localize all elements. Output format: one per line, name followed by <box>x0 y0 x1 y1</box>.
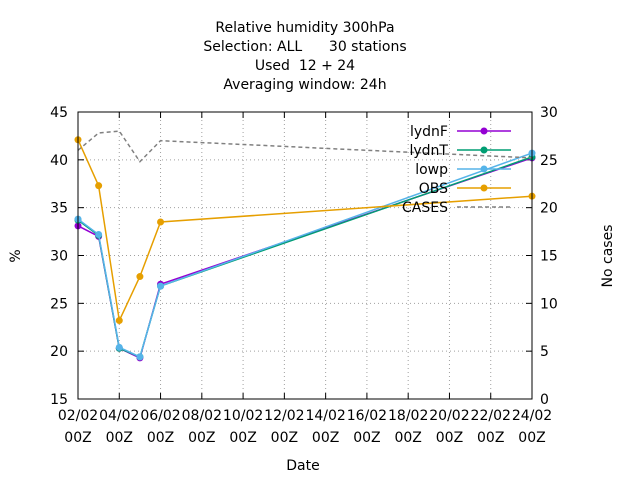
y2-tick-label: 15 <box>540 249 558 265</box>
y-axis: 15 20 25 30 35 40 45 <box>50 105 84 408</box>
series-line-lydnt <box>77 156 533 358</box>
data-point-lowp <box>136 353 144 361</box>
y-tick-label: 25 <box>50 296 68 312</box>
x-tick-label-hour: 00Z <box>229 430 256 446</box>
x-tick-label: 20/02 <box>429 408 469 424</box>
x-tick-label: 06/02 <box>140 408 180 424</box>
y2-tick-label: 0 <box>540 392 549 408</box>
legend-marker <box>480 127 488 135</box>
x-axis: 02/02 00Z 04/02 00Z 06/02 00Z 08/02 00Z 10/02 00Z… <box>58 112 552 446</box>
x-tick-label-hour: 00Z <box>188 430 215 446</box>
x-tick-label: 08/02 <box>182 408 222 424</box>
legend: lydnF lydnT lowp OBS CASES <box>402 124 511 216</box>
y2-axis-label: No cases <box>600 225 616 288</box>
y2-tick-label: 20 <box>540 201 558 217</box>
title-line: Averaging window: 24h <box>223 77 386 93</box>
data-point-obs <box>95 182 103 190</box>
legend-marker <box>480 184 488 192</box>
legend-marker <box>480 165 488 173</box>
x-tick-label: 22/02 <box>471 408 511 424</box>
x-tick-label-hour: 00Z <box>64 430 91 446</box>
chart-title: Relative humidity 300hPa Selection: ALL 3… <box>203 20 406 93</box>
y-axis-label: % <box>8 249 24 262</box>
y-tick-label: 40 <box>50 153 68 169</box>
y2-tick-label: 10 <box>540 296 558 312</box>
title-line: Relative humidity 300hPa <box>215 20 394 36</box>
data-point-lowp <box>157 282 165 290</box>
title-line: Used 12 + 24 <box>255 58 355 74</box>
x-tick-label: 24/02 <box>512 408 552 424</box>
x-tick-label-hour: 00Z <box>271 430 298 446</box>
x-tick-label: 12/02 <box>264 408 304 424</box>
x-tick-label-hour: 00Z <box>312 430 339 446</box>
x-tick-label: 14/02 <box>305 408 345 424</box>
y-tick-label: 45 <box>50 105 68 121</box>
y2-tick-label: 25 <box>540 153 558 169</box>
x-tick-label: 02/02 <box>58 408 98 424</box>
series-line-obs <box>77 139 533 324</box>
x-tick-label: 18/02 <box>388 408 428 424</box>
title-line: Selection: ALL 30 stations <box>203 39 406 55</box>
series-line-cases <box>77 130 533 163</box>
x-tick-label-hour: 00Z <box>147 430 174 446</box>
y-tick-label: 15 <box>50 392 68 408</box>
y-tick-label: 35 <box>50 201 68 217</box>
legend-label: OBS <box>419 181 448 197</box>
x-tick-label-hour: 00Z <box>353 430 380 446</box>
y-tick-label: 30 <box>50 249 68 265</box>
y2-axis: 0 5 10 15 20 25 30 <box>526 105 558 408</box>
data-point-lowp <box>115 343 123 351</box>
x-tick-label-hour: 00Z <box>436 430 463 446</box>
y2-tick-label: 5 <box>540 344 549 360</box>
legend-label: lydnT <box>410 143 449 159</box>
y-tick-label: 20 <box>50 344 68 360</box>
plot-frame <box>77 111 533 400</box>
legend-marker <box>480 146 488 154</box>
legend-label: CASES <box>402 200 448 216</box>
x-tick-label: 10/02 <box>223 408 263 424</box>
series-line-lowp <box>77 152 533 358</box>
legend-label: lowp <box>415 162 448 178</box>
legend-label: lydnF <box>410 124 448 140</box>
data-point-obs <box>136 273 144 281</box>
x-tick-label-hour: 00Z <box>477 430 504 446</box>
x-tick-label-hour: 00Z <box>518 430 545 446</box>
y2-tick-label: 30 <box>540 105 558 121</box>
data-point-lowp <box>95 230 103 238</box>
x-tick-label: 16/02 <box>347 408 387 424</box>
data-point-obs <box>157 218 165 226</box>
data-point-obs <box>115 317 123 325</box>
x-tick-label-hour: 00Z <box>394 430 421 446</box>
x-tick-label: 04/02 <box>99 408 139 424</box>
x-tick-label-hour: 00Z <box>106 430 133 446</box>
x-axis-label: Date <box>286 458 319 474</box>
plot-series <box>74 130 536 362</box>
